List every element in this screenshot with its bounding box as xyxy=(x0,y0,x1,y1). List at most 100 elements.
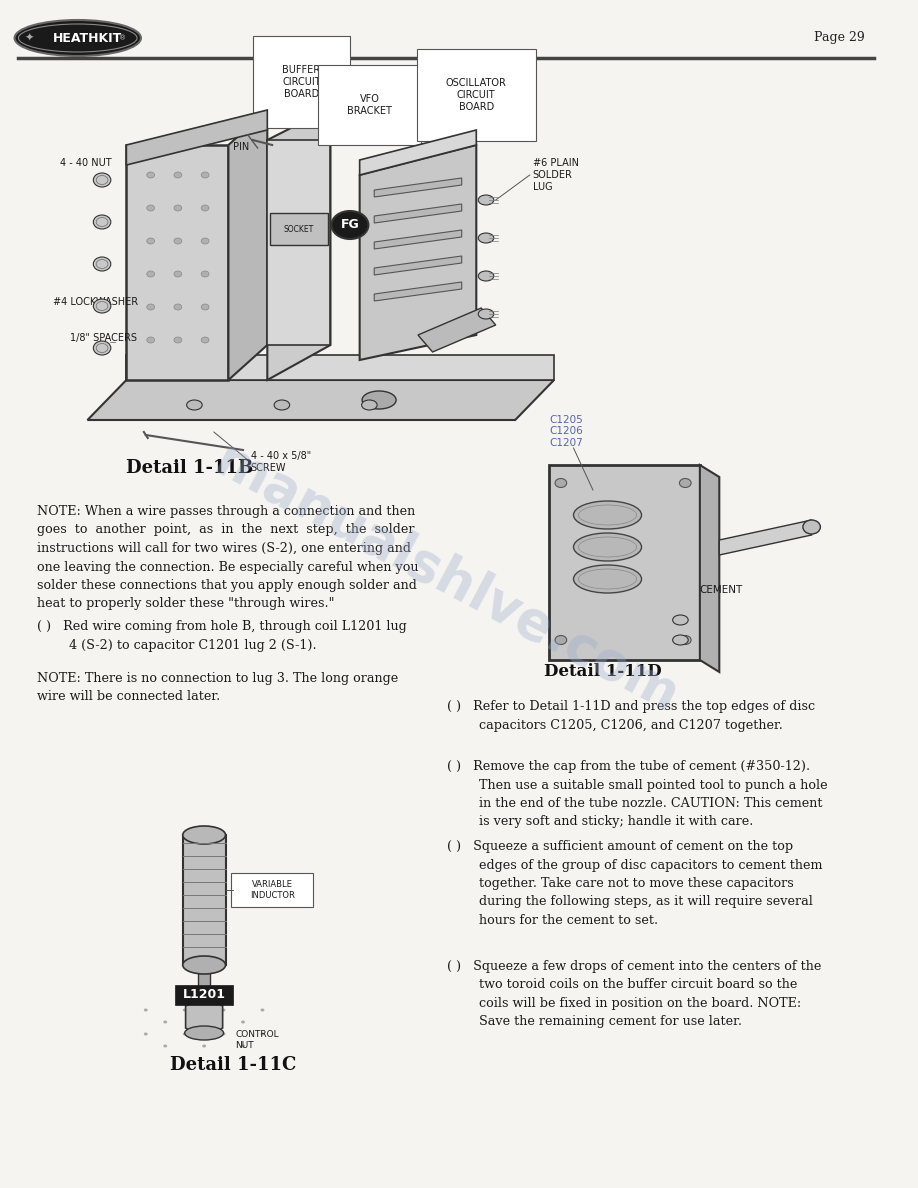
Ellipse shape xyxy=(241,1020,245,1024)
Polygon shape xyxy=(87,380,554,421)
Ellipse shape xyxy=(261,1009,264,1011)
Ellipse shape xyxy=(274,400,290,410)
Ellipse shape xyxy=(478,309,494,320)
Ellipse shape xyxy=(183,826,226,843)
Ellipse shape xyxy=(221,1032,226,1036)
Ellipse shape xyxy=(94,299,111,312)
Ellipse shape xyxy=(362,400,377,410)
Ellipse shape xyxy=(144,1009,148,1011)
Ellipse shape xyxy=(201,206,209,211)
Text: NOTE: There is no connection to lug 3. The long orange
wire will be connected la: NOTE: There is no connection to lug 3. T… xyxy=(37,672,398,703)
Ellipse shape xyxy=(201,172,209,178)
Polygon shape xyxy=(360,129,476,175)
Ellipse shape xyxy=(555,636,566,645)
Bar xyxy=(183,835,226,965)
Ellipse shape xyxy=(147,238,154,244)
Text: ( )   Squeeze a sufficient amount of cement on the top
        edges of the grou: ( ) Squeeze a sufficient amount of cemen… xyxy=(447,840,823,927)
Ellipse shape xyxy=(478,233,494,244)
Text: ( )   Red wire coming from hole B, through coil L1201 lug
        4 (S-2) to cap: ( ) Red wire coming from hole B, through… xyxy=(37,620,407,651)
Text: ( )   Squeeze a few drops of cement into the centers of the
        two toroid c: ( ) Squeeze a few drops of cement into t… xyxy=(447,960,822,1029)
Ellipse shape xyxy=(673,615,688,625)
Text: CONTROL
NUT: CONTROL NUT xyxy=(235,1030,279,1050)
Text: ✦: ✦ xyxy=(25,33,34,43)
Text: FG: FG xyxy=(341,219,359,232)
Text: manualshlve.com: manualshlve.com xyxy=(205,435,688,725)
Ellipse shape xyxy=(174,238,182,244)
Ellipse shape xyxy=(163,1020,167,1024)
Ellipse shape xyxy=(183,956,226,974)
Text: OSCILLATOR
CIRCUIT
BOARD: OSCILLATOR CIRCUIT BOARD xyxy=(446,78,507,112)
Text: VFO
BRACKET: VFO BRACKET xyxy=(347,94,392,115)
Ellipse shape xyxy=(94,173,111,187)
Polygon shape xyxy=(375,255,462,274)
Bar xyxy=(549,465,700,661)
Text: ( )   Refer to Detail 1-11D and press the top edges of disc
        capacitors C: ( ) Refer to Detail 1-11D and press the … xyxy=(447,700,815,732)
Text: SOCKET: SOCKET xyxy=(284,225,314,234)
Ellipse shape xyxy=(221,1009,226,1011)
Ellipse shape xyxy=(174,304,182,310)
Ellipse shape xyxy=(261,1032,264,1036)
Text: NOTE: When a wire passes through a connection and then
goes  to  another  point,: NOTE: When a wire passes through a conne… xyxy=(37,505,419,611)
Ellipse shape xyxy=(574,501,642,529)
Text: 4 - 40 x 5/8"
SCREW: 4 - 40 x 5/8" SCREW xyxy=(251,451,311,473)
Ellipse shape xyxy=(183,1009,186,1011)
Ellipse shape xyxy=(555,479,566,487)
Text: Detail 1-11D: Detail 1-11D xyxy=(543,664,662,681)
Text: 4 - 40 NUT: 4 - 40 NUT xyxy=(61,158,112,168)
Ellipse shape xyxy=(362,391,396,409)
Text: PIN: PIN xyxy=(233,143,250,152)
Bar xyxy=(175,985,233,1005)
Polygon shape xyxy=(229,110,267,380)
Ellipse shape xyxy=(147,337,154,343)
Ellipse shape xyxy=(183,1032,186,1036)
Text: ( )   Remove the cap from the tube of cement (#350-12).
        Then use a suita: ( ) Remove the cap from the tube of ceme… xyxy=(447,760,828,828)
Ellipse shape xyxy=(201,238,209,244)
Ellipse shape xyxy=(15,20,141,56)
Ellipse shape xyxy=(202,1044,206,1048)
Ellipse shape xyxy=(574,533,642,561)
Ellipse shape xyxy=(478,271,494,282)
Polygon shape xyxy=(127,145,229,380)
Polygon shape xyxy=(700,465,720,672)
FancyBboxPatch shape xyxy=(270,213,328,245)
Ellipse shape xyxy=(201,337,209,343)
Ellipse shape xyxy=(147,172,154,178)
Ellipse shape xyxy=(201,271,209,277)
Ellipse shape xyxy=(174,206,182,211)
FancyBboxPatch shape xyxy=(231,873,313,906)
Text: Detail 1-11B: Detail 1-11B xyxy=(127,459,253,478)
Ellipse shape xyxy=(201,304,209,310)
Text: #4 LOCKWASHER: #4 LOCKWASHER xyxy=(53,297,139,307)
Polygon shape xyxy=(375,178,462,197)
Ellipse shape xyxy=(673,636,688,645)
Ellipse shape xyxy=(574,565,642,593)
Polygon shape xyxy=(360,145,476,360)
Ellipse shape xyxy=(186,400,202,410)
Ellipse shape xyxy=(144,1032,148,1036)
Ellipse shape xyxy=(174,271,182,277)
Ellipse shape xyxy=(202,1020,206,1024)
Text: Page 29: Page 29 xyxy=(814,32,865,44)
Ellipse shape xyxy=(147,271,154,277)
Polygon shape xyxy=(267,140,330,345)
Ellipse shape xyxy=(174,337,182,343)
Ellipse shape xyxy=(163,1044,167,1048)
Polygon shape xyxy=(375,230,462,249)
Ellipse shape xyxy=(679,636,691,645)
Polygon shape xyxy=(267,108,330,380)
Bar xyxy=(198,969,210,1005)
Text: BUFFER
CIRCUIT
BOARD: BUFFER CIRCUIT BOARD xyxy=(282,65,320,99)
Ellipse shape xyxy=(241,1044,245,1048)
Ellipse shape xyxy=(803,520,821,533)
Polygon shape xyxy=(418,308,496,352)
Ellipse shape xyxy=(478,195,494,206)
Ellipse shape xyxy=(185,1026,224,1040)
Text: Detail 1-11C: Detail 1-11C xyxy=(170,1056,297,1074)
Ellipse shape xyxy=(679,479,691,487)
Ellipse shape xyxy=(94,215,111,229)
Text: ®: ® xyxy=(119,34,126,42)
Text: 1/8" SPACERS: 1/8" SPACERS xyxy=(70,333,137,343)
Ellipse shape xyxy=(94,257,111,271)
Polygon shape xyxy=(127,355,554,380)
Text: VARIABLE
INDUCTOR: VARIABLE INDUCTOR xyxy=(250,880,295,899)
